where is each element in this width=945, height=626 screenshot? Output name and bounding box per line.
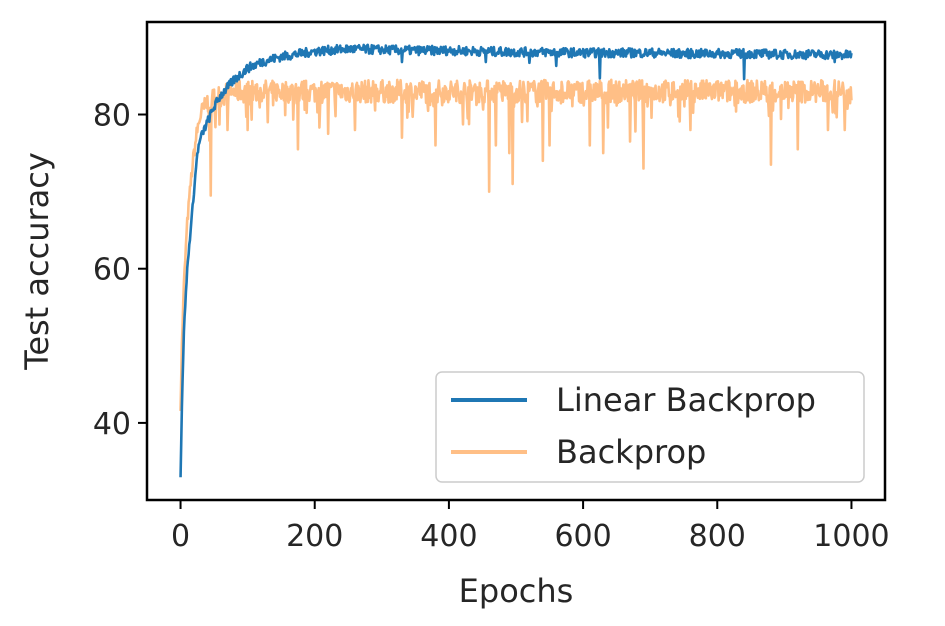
- x-axis: 0 200 400 600 800 1000: [171, 500, 890, 554]
- y-tick-label: 80: [93, 99, 131, 134]
- x-axis-title: Epochs: [459, 572, 574, 610]
- y-axis-title: Test accuracy: [18, 152, 56, 371]
- legend-label-linear-backprop: Linear Backprop: [556, 381, 816, 419]
- x-tick-label: 800: [689, 519, 746, 554]
- series-line-backprop: [179, 78, 853, 411]
- x-tick-label: 600: [554, 519, 611, 554]
- x-tick-label: 400: [420, 519, 477, 554]
- plot-area: [179, 43, 853, 478]
- plot-frame: [145, 20, 887, 502]
- y-tick-label: 40: [93, 407, 131, 442]
- legend-box: [435, 371, 865, 483]
- x-tick-label: 200: [286, 519, 343, 554]
- series-layer: [179, 43, 853, 478]
- x-tick-label: 0: [171, 519, 190, 554]
- y-tick-label: 60: [93, 253, 131, 288]
- y-axis: 40 60 80: [93, 99, 147, 442]
- legend: Linear Backprop Backprop: [435, 371, 865, 483]
- legend-label-backprop: Backprop: [556, 433, 706, 471]
- series-line-linear-backprop: [179, 43, 853, 478]
- x-tick-label: 1000: [813, 519, 889, 554]
